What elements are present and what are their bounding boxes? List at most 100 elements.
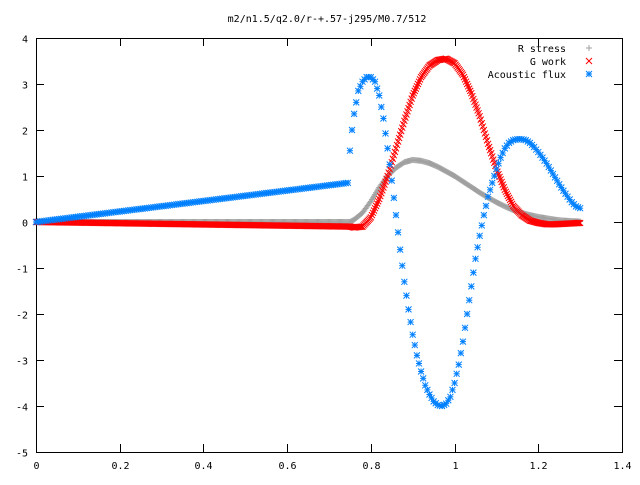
- data-point: [415, 360, 423, 367]
- y-tick-label: 1: [22, 173, 28, 184]
- data-point: [380, 115, 387, 122]
- x-tick-label: 0.4: [194, 461, 212, 472]
- data-point: [417, 368, 425, 375]
- y-tick-label: -2: [16, 311, 28, 322]
- series-g-work: [32, 55, 584, 231]
- data-point: [490, 172, 498, 180]
- data-point: [457, 349, 465, 357]
- data-point: [501, 186, 509, 194]
- x-tick-label: 0.8: [362, 461, 380, 472]
- data-point: [447, 393, 454, 401]
- data-point: [484, 193, 492, 201]
- y-tick-label: -4: [16, 403, 28, 414]
- data-point: [467, 283, 475, 290]
- data-point: [451, 379, 458, 387]
- x-tick-label: 1.4: [613, 461, 631, 472]
- x-tick-label: 0.6: [278, 461, 296, 472]
- data-point: [455, 361, 463, 368]
- data-point: [390, 194, 398, 202]
- data-point: [403, 292, 410, 299]
- y-tick-label: 0: [22, 219, 28, 230]
- data-point: [392, 211, 400, 219]
- y-tick-label: 3: [22, 81, 28, 92]
- data-point: [495, 159, 502, 167]
- series-acoustic-flux: [32, 73, 584, 410]
- data-point: [574, 219, 582, 227]
- data-point: [396, 246, 404, 253]
- data-point: [470, 269, 477, 276]
- data-point: [352, 99, 360, 106]
- data-point: [502, 188, 510, 196]
- data-point: [382, 130, 389, 137]
- x-tick-label: 1.2: [529, 461, 547, 472]
- data-point: [409, 331, 417, 339]
- data-point: [394, 228, 402, 236]
- data-point: [400, 278, 408, 286]
- y-tick-label: -3: [16, 357, 28, 368]
- data-point: [350, 110, 358, 118]
- data-point: [476, 232, 484, 240]
- x-tick-label: 1: [452, 461, 458, 472]
- legend-label: Acoustic flux: [488, 70, 566, 81]
- x-tick-label: 0.2: [111, 461, 129, 472]
- x-tick-label: 0: [33, 461, 39, 472]
- data-point: [486, 186, 494, 194]
- y-tick-label: -1: [16, 265, 28, 276]
- data-point: [377, 103, 385, 111]
- legend-marker: [585, 70, 593, 78]
- data-point: [346, 147, 354, 155]
- data-point: [503, 190, 511, 198]
- data-point: [461, 324, 469, 332]
- data-point: [505, 194, 513, 202]
- y-tick-label: 4: [22, 35, 28, 46]
- legend-marker: [585, 57, 593, 65]
- data-point: [506, 196, 514, 204]
- data-point: [474, 243, 481, 251]
- series-layer: [32, 55, 584, 410]
- data-point: [384, 145, 391, 152]
- legend-label: G work: [530, 57, 566, 68]
- legend-label: R stress: [518, 44, 566, 55]
- data-point: [465, 296, 473, 304]
- y-tick-labels: 4 3 2 1 0 -1 -2 -3 -4 -5: [16, 35, 28, 460]
- data-point: [482, 202, 490, 210]
- data-point: [576, 204, 584, 212]
- data-point: [373, 85, 381, 92]
- data-point: [480, 211, 488, 219]
- axis-ticks: [36, 38, 623, 453]
- data-point: [405, 306, 412, 313]
- legend: R stress G work Acoustic flux: [488, 44, 593, 81]
- data-point: [453, 370, 461, 378]
- chart-title: m2/n1.5/q2.0/r-+.57-j295/M0.7/512: [228, 14, 427, 25]
- data-point: [472, 255, 479, 263]
- data-point: [576, 219, 584, 227]
- data-point: [371, 78, 379, 86]
- data-point: [386, 161, 394, 168]
- x-tick-labels: 0 0.2 0.4 0.6 0.8 1 1.2 1.4: [33, 461, 631, 472]
- data-point: [407, 318, 414, 326]
- data-point: [398, 262, 406, 270]
- data-point: [388, 177, 396, 184]
- data-point: [413, 352, 421, 359]
- data-point: [375, 92, 383, 99]
- data-point: [463, 310, 471, 318]
- data-point: [493, 165, 500, 173]
- data-point: [459, 338, 467, 345]
- data-point: [575, 219, 583, 227]
- data-point: [344, 179, 352, 187]
- data-point: [488, 179, 496, 187]
- data-point: [507, 198, 515, 206]
- data-point: [411, 341, 419, 349]
- y-tick-label: 2: [22, 127, 28, 138]
- data-point: [348, 126, 356, 134]
- data-point: [366, 199, 373, 206]
- plot-frame: [36, 38, 623, 453]
- y-tick-label: -5: [16, 449, 28, 460]
- data-point: [449, 386, 456, 394]
- data-point: [478, 222, 486, 229]
- data-point: [504, 192, 512, 200]
- data-point: [508, 200, 516, 208]
- data-point: [419, 375, 427, 382]
